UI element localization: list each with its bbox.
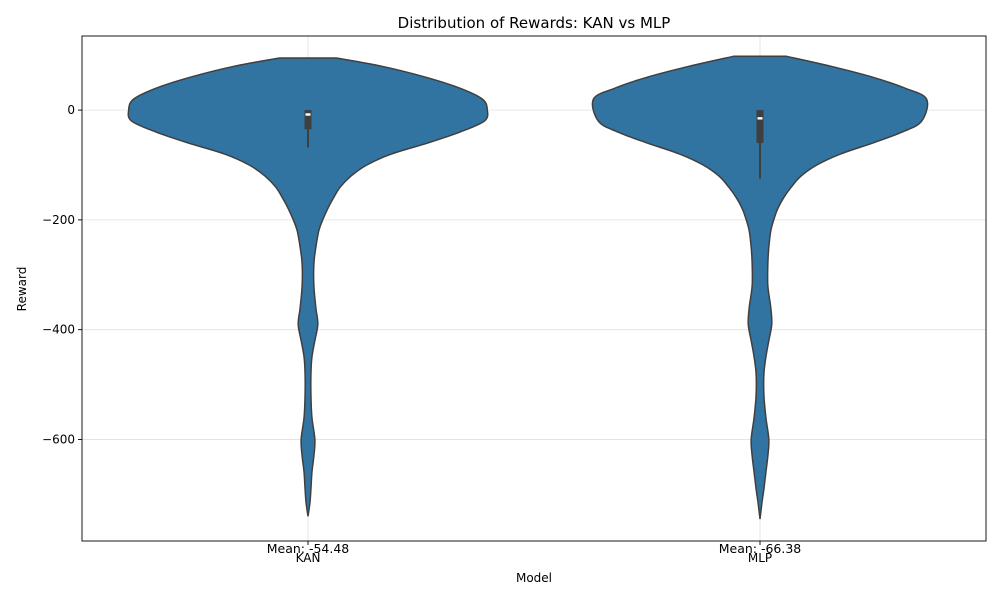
mean-label-kan: Mean: -54.48 (267, 541, 350, 556)
y-axis-label: Reward (15, 267, 29, 312)
violin-mlp (591, 55, 929, 520)
x-tick-label-kan: KAN (296, 551, 321, 565)
y-tick-label-1: −200 (42, 213, 75, 227)
plot-frame (81, 35, 987, 542)
chart-title: Distribution of Rewards: KAN vs MLP (398, 14, 671, 32)
y-tick-label-2: −400 (42, 323, 75, 337)
inner-boxes (304, 110, 764, 179)
iqr-box-kan (304, 110, 312, 130)
x-axis-label: Model (516, 571, 552, 585)
iqr-box-mlp (756, 110, 764, 144)
y-axis: 0 −200 −400 −600 (42, 103, 82, 446)
violin-kan (127, 57, 489, 517)
median-marker-kan (305, 113, 311, 116)
mean-label-mlp: Mean: -66.38 (719, 541, 802, 556)
x-tick-label-mlp: MLP (748, 551, 772, 565)
violins (127, 55, 929, 520)
y-tick-label-0: 0 (67, 103, 75, 117)
y-tick-label-3: −600 (42, 432, 75, 446)
median-marker-mlp (757, 117, 763, 120)
